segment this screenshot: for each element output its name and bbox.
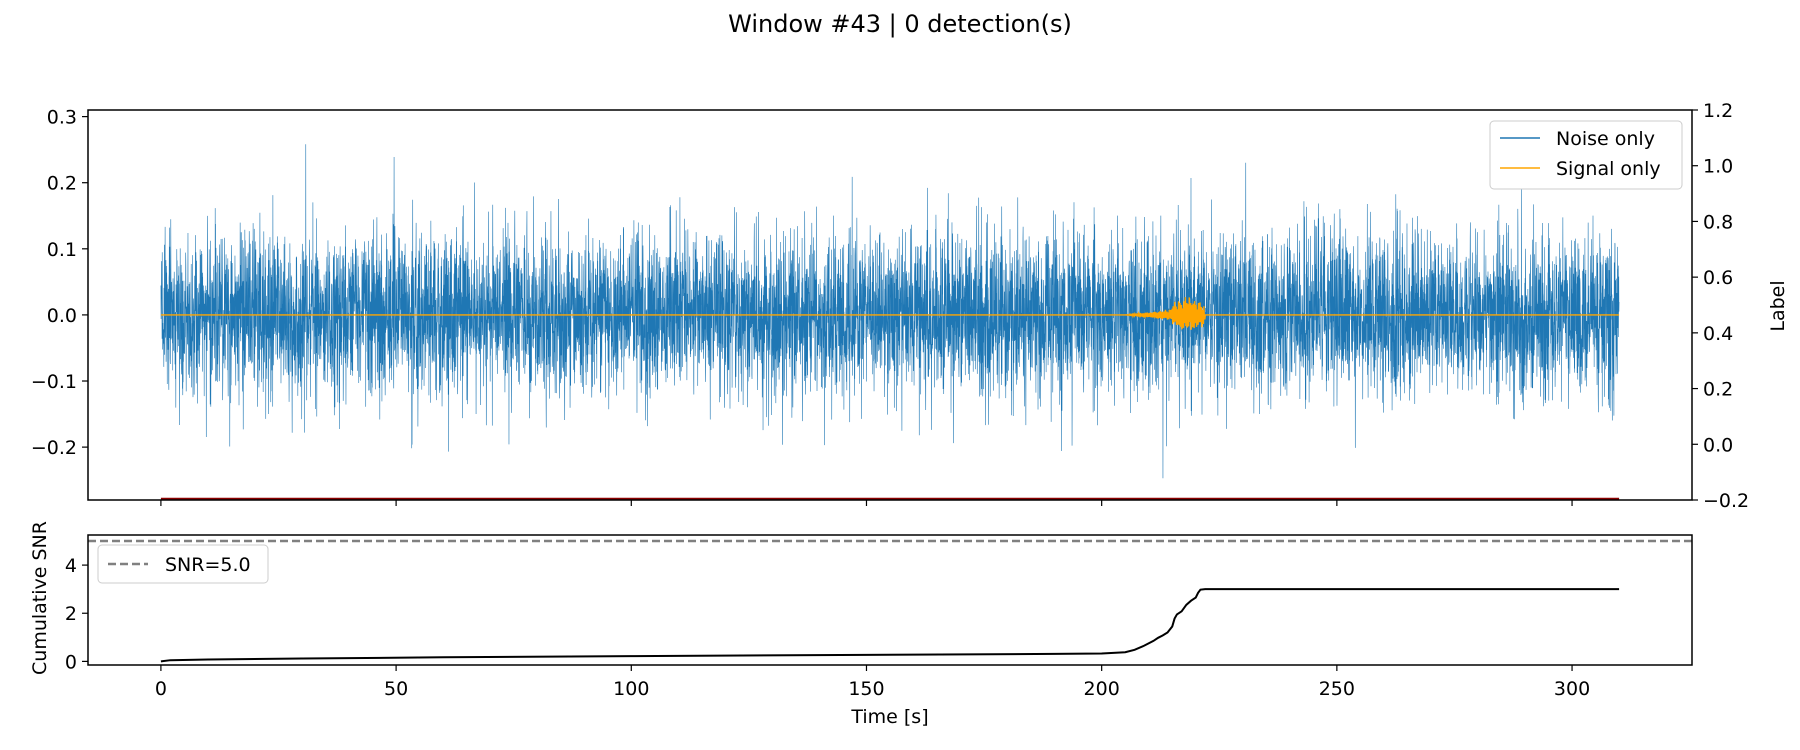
snr-y-axis-label: Cumulative SNR xyxy=(29,521,51,675)
secondary-y-tick-label: 1.0 xyxy=(1703,156,1733,178)
secondary-y-tick-label: 0.8 xyxy=(1703,211,1733,233)
x-tick-label: 150 xyxy=(848,678,884,700)
y-tick-label: −0.2 xyxy=(31,437,77,459)
secondary-y-tick-label: 0.4 xyxy=(1703,323,1733,345)
signal-only-series xyxy=(160,297,1620,330)
waveform-panel: −0.2 −0.1 0.0 0.1 0.2 0.3 −0.2 0.0 0.2 0.4 0.6 0.8 1… xyxy=(31,100,1789,512)
snr-legend: SNR=5.0 xyxy=(97,544,269,584)
cumulative-snr-line xyxy=(160,588,1620,663)
waveform-legend: Noise only Signal only xyxy=(1489,120,1683,190)
x-axis-label: Time [s] xyxy=(850,706,928,728)
noise-legend-label: Noise only xyxy=(1556,128,1655,150)
noise-only-series xyxy=(160,144,1620,479)
secondary-y-tick-label: 0.6 xyxy=(1703,267,1733,289)
x-tick-label: 200 xyxy=(1084,678,1120,700)
secondary-y-tick-label: 1.2 xyxy=(1703,100,1733,122)
threshold-legend-label: SNR=5.0 xyxy=(165,554,251,576)
signal-legend-label: Signal only xyxy=(1556,158,1661,180)
waveform-axes-frame xyxy=(87,109,1693,501)
snr-legend-box xyxy=(97,544,269,584)
waveform-plot-area xyxy=(160,144,1620,500)
snr-y-tick-label: 4 xyxy=(65,555,77,577)
y-tick-label: 0.2 xyxy=(47,173,77,195)
x-tick-label: 50 xyxy=(384,678,408,700)
y-tick-label: 0.1 xyxy=(47,239,77,261)
snr-y-tick-label: 2 xyxy=(65,603,77,625)
secondary-y-tick-label: 0.0 xyxy=(1703,434,1733,456)
snr-axes-frame xyxy=(87,534,1693,666)
x-tick-label: 250 xyxy=(1319,678,1355,700)
snr-ticks: 0 2 4 0 50 100 150 200 250 300 xyxy=(65,555,1590,700)
snr-y-tick-label: 0 xyxy=(65,651,77,673)
y-tick-label: 0.0 xyxy=(47,305,77,327)
x-tick-label: 0 xyxy=(155,678,167,700)
y-tick-label: −0.1 xyxy=(31,371,77,393)
x-tick-label: 300 xyxy=(1554,678,1590,700)
figure-title: Window #43 | 0 detection(s) xyxy=(728,10,1072,38)
secondary-y-axis-label: Label xyxy=(1767,280,1789,331)
cumulative-snr-panel: 0 2 4 0 50 100 150 200 250 300 Cumulative SNR Tim… xyxy=(29,521,1693,728)
secondary-y-tick-label: 0.2 xyxy=(1703,379,1733,401)
waveform-ticks: −0.2 −0.1 0.0 0.1 0.2 0.3 −0.2 0.0 0.2 0.4 0.6 0.8 1… xyxy=(31,100,1749,512)
x-tick-label: 100 xyxy=(613,678,649,700)
snr-plot-area xyxy=(88,539,1692,663)
secondary-y-tick-label: −0.2 xyxy=(1703,490,1749,512)
y-tick-label: 0.3 xyxy=(47,107,77,129)
